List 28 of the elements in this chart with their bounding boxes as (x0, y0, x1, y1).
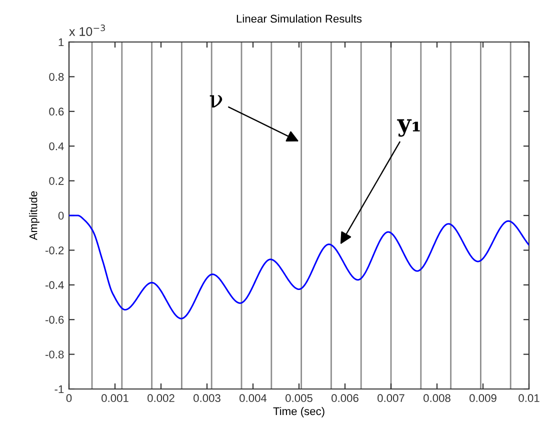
annotation: ν (210, 95, 222, 108)
y-tick-label: -0.8 (45, 350, 64, 358)
y-tick-label: -0.4 (45, 281, 64, 290)
x-tick-label: 0.003 (194, 394, 220, 402)
y-tick-label: 0 (58, 212, 64, 220)
y-tick-label: 0.2 (49, 177, 64, 185)
x-axis-title: Time (sec) (273, 406, 324, 418)
x-tick-label: 0.006 (332, 394, 358, 402)
annotation: y₁ (397, 119, 420, 137)
y-tick-label: -0.6 (45, 316, 64, 324)
y-tick-label: -0.2 (45, 246, 64, 254)
x-tick-label: 0.004 (240, 394, 267, 402)
x-tick-label: 0.007 (378, 394, 404, 402)
y-tick-label: 1 (58, 38, 64, 46)
y-tick-label: 0.6 (49, 108, 64, 116)
y-tick-label: -1 (54, 385, 64, 394)
chart-title: Linear Simulation Results (236, 14, 362, 23)
x-tick-label: 0 (66, 394, 72, 402)
x-tick-label: 0.005 (286, 394, 312, 402)
y-tick-label: 0.8 (49, 72, 64, 81)
text: x 10$^{−3}$ (69, 24, 105, 36)
x-tick-label: 0.002 (148, 394, 174, 402)
x-tick-label: 0.01 (518, 394, 540, 402)
y-tick-label: 0.4 (49, 142, 64, 150)
y-axis-title: Amplitude (29, 191, 40, 240)
x-tick-label: 0.008 (424, 394, 450, 402)
x-tick-label: 0.001 (102, 394, 128, 402)
x-tick-label: 0.009 (470, 394, 496, 402)
